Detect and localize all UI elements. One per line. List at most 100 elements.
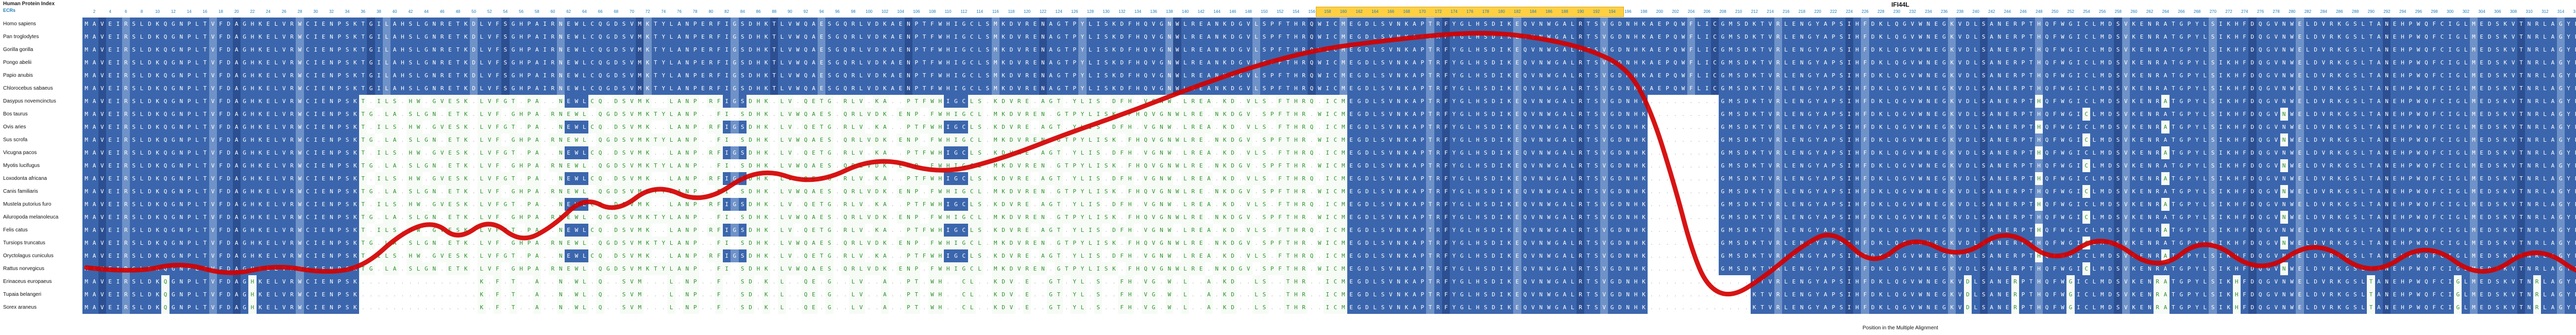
residue-cell: R [2011, 30, 2020, 43]
residue-cell: Y [2564, 43, 2573, 56]
residue-cell: H [398, 30, 407, 43]
residue-cell: C [1331, 133, 1340, 146]
residue-cell: D [1742, 18, 1751, 30]
residue-cell: . [588, 133, 597, 146]
residue-cell: K [256, 69, 264, 82]
residue-cell: G [240, 146, 249, 159]
residue-cell: V [1149, 69, 1158, 82]
residue-cell: L [1252, 69, 1261, 82]
ruler-position-label: 118 [1008, 9, 1015, 14]
residue-cell: P [1268, 43, 1276, 56]
residue-cell: V [1529, 43, 1537, 56]
residue-cell: Q [1521, 82, 1529, 95]
residue-cell: N [1157, 95, 1166, 108]
residue-cell: V [1956, 82, 1964, 95]
residue-cell: F [715, 121, 723, 133]
ruler-position-label: 258 [2114, 9, 2122, 14]
residue-cell: L [1181, 133, 1190, 146]
residue-cell: L [778, 56, 786, 69]
residue-cell: D [1363, 108, 1371, 121]
residue-cell: Q [1142, 56, 1150, 69]
residue-cell: H [517, 43, 526, 56]
residue-cell: E [319, 18, 328, 30]
residue-cell: L [1568, 30, 1577, 43]
residue-cell: D [1616, 108, 1624, 121]
residue-cell: N [177, 43, 185, 56]
residue-cell: Q [1892, 43, 1901, 56]
residue-cell: L [580, 82, 588, 95]
residue-cell: M [1339, 82, 1347, 95]
residue-cell: A [90, 43, 98, 56]
residue-cell: P [1070, 30, 1079, 43]
residue-cell: . [889, 95, 897, 108]
residue-cell: A [675, 133, 684, 146]
residue-cell: Y [2564, 95, 2573, 108]
residue-cell: A [2549, 121, 2557, 133]
residue-cell: . [438, 108, 446, 121]
residue-cell: L [478, 108, 486, 121]
residue-cell: C [2438, 133, 2446, 146]
residue-cell: D [1489, 108, 1498, 121]
residue-cell: A [675, 69, 684, 82]
residue-cell: K [1110, 18, 1118, 30]
residue-cell: L [2359, 121, 2367, 133]
residue-cell: S [1734, 18, 1743, 30]
residue-cell: I [1845, 82, 1853, 95]
residue-cell: I [952, 18, 960, 30]
residue-cell: P [2572, 82, 2576, 95]
residue-cell: S [2351, 56, 2359, 69]
residue-cell: G [960, 69, 968, 82]
ruler-position-label: 112 [960, 9, 968, 14]
residue-cell: G [1236, 30, 1245, 43]
residue-cell: S [1481, 121, 1490, 133]
ruler-position-label: 30 [313, 9, 318, 14]
residue-cell: M [82, 108, 91, 121]
residue-cell: N [2525, 30, 2533, 43]
residue-cell: I [311, 133, 320, 146]
residue-cell: C [1331, 121, 1340, 133]
residue-cell: I [375, 30, 383, 43]
residue-cell: S [1379, 95, 1387, 108]
residue-cell: E [319, 56, 328, 69]
residue-cell: E [264, 133, 273, 146]
residue-cell: L [478, 95, 486, 108]
residue-cell: D [2485, 108, 2494, 121]
residue-cell: R [841, 121, 850, 133]
residue-cell: R [2327, 56, 2335, 69]
residue-cell: A [1648, 43, 1656, 56]
residue-cell: L [383, 30, 391, 43]
residue-cell: T [509, 95, 517, 108]
residue-cell: V [1766, 69, 1774, 82]
residue-cell: G [240, 121, 249, 133]
residue-cell: G [833, 56, 841, 69]
residue-cell: I [2446, 133, 2454, 146]
residue-cell: F [715, 69, 723, 82]
residue-cell: N [1039, 108, 1047, 121]
residue-cell: P [525, 56, 533, 69]
residue-cell: . [889, 108, 897, 121]
residue-cell: S [1481, 133, 1490, 146]
residue-cell: H [398, 43, 407, 56]
residue-cell: Q [1892, 82, 1901, 95]
residue-cell: Q [2256, 56, 2264, 69]
residue-cell: H [1473, 95, 1482, 108]
residue-cell: I [375, 121, 383, 133]
residue-cell: P [1268, 108, 1276, 121]
residue-cell: E [106, 43, 114, 56]
residue-cell: W [2287, 95, 2296, 108]
residue-cell: G [604, 30, 613, 43]
residue-cell: N [1537, 121, 1545, 133]
residue-cell: K [1639, 43, 1648, 56]
residue-cell: S [1260, 82, 1268, 95]
residue-cell: W [572, 133, 581, 146]
residue-cell: . [1703, 108, 1711, 121]
residue-cell: W [296, 18, 304, 30]
residue-cell: F [2050, 69, 2059, 82]
residue-cell: K [462, 30, 470, 43]
residue-cell: L [383, 18, 391, 30]
residue-cell: N [1537, 43, 1545, 56]
residue-cell: N [683, 82, 691, 95]
residue-cell: N [1165, 43, 1174, 56]
residue-cell: V [1142, 95, 1150, 108]
